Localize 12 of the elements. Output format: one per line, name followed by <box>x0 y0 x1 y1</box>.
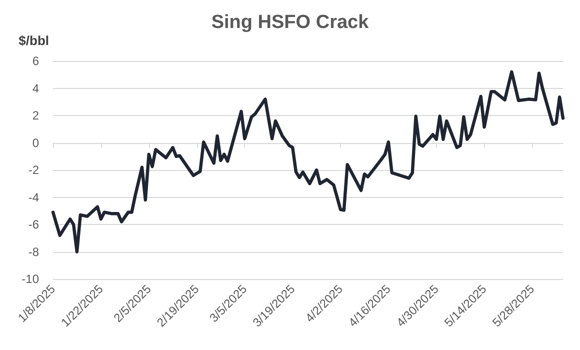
y-tick-label: -10 <box>22 272 40 286</box>
y-tick-label: 0 <box>32 136 40 150</box>
y-tick-label: -6 <box>28 218 40 232</box>
line-series <box>51 70 565 254</box>
chart-title: Sing HSFO Crack <box>211 12 370 33</box>
y-tick-label: 2 <box>32 108 40 122</box>
y-tick-label: 6 <box>32 54 40 68</box>
y-axis-title: $/bbl <box>18 33 49 48</box>
y-tick-label: -4 <box>28 190 40 204</box>
y-tick-label: -8 <box>28 244 40 259</box>
y-tick-label: 4 <box>32 81 40 96</box>
y-tick-label: -2 <box>28 163 40 177</box>
